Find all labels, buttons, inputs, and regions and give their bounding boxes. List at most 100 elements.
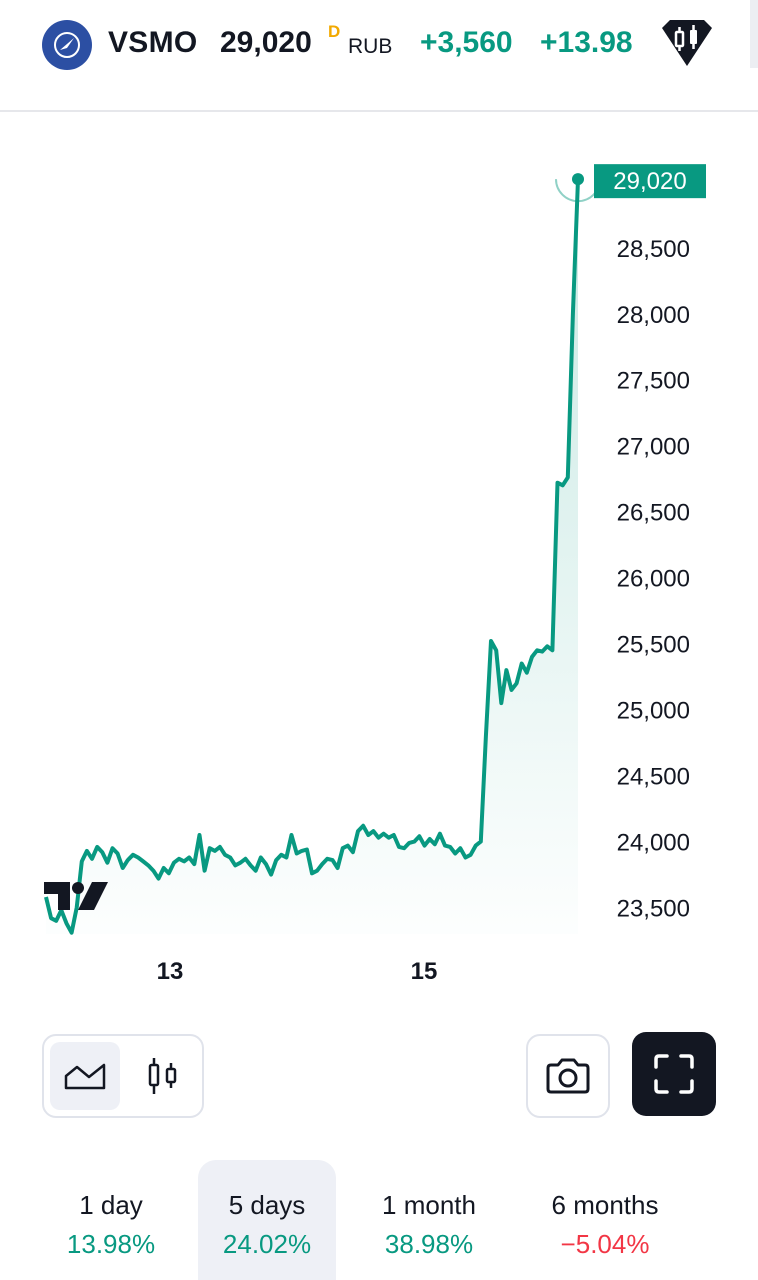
chart-data-point: [290, 833, 294, 837]
chart-data-point: [576, 177, 580, 181]
chart-data-point: [111, 846, 115, 850]
price-change-absolute: +3,560: [420, 26, 513, 59]
chart-data-point: [95, 845, 99, 849]
chart-data-point: [494, 648, 498, 652]
chart-data-point: [126, 858, 130, 862]
chart-data-point: [49, 916, 53, 920]
chart-data-point: [223, 853, 227, 857]
chart-data-point: [504, 668, 508, 672]
symbol-header: VSMO 29,020 D RUB +3,560 +13.98: [0, 0, 758, 112]
tradingview-logo-icon: [44, 882, 108, 910]
period-tab-1-day[interactable]: 1 day 13.98%: [36, 1160, 186, 1280]
chart-data-point: [464, 856, 468, 860]
candles-badge[interactable]: [658, 16, 716, 70]
price-chart[interactable]: 28,500 28,000 27,500 27,000 26,500 26,000 25,5…: [0, 112, 758, 1012]
y-axis-tick-label: 25,000: [617, 698, 690, 725]
chart-data-point: [254, 869, 258, 873]
chart-data-point: [484, 734, 488, 738]
chart-data-point: [341, 846, 345, 850]
chart-data-point: [525, 671, 529, 675]
chart-data-point: [198, 833, 202, 837]
chart-data-point: [238, 861, 242, 865]
chart-data-point: [510, 688, 514, 692]
chart-data-point: [70, 931, 74, 935]
chart-data-point: [361, 824, 365, 828]
chart-data-point: [469, 853, 473, 857]
price-change-percent: +13.98: [540, 26, 633, 59]
price-flag: D: [328, 22, 341, 41]
ticker-symbol[interactable]: VSMO: [108, 26, 198, 59]
period-label: 5 days: [228, 1190, 306, 1220]
candles-icon: [148, 1058, 177, 1094]
candles-chart-button[interactable]: [128, 1042, 198, 1110]
last-value-label-bg: [594, 164, 706, 199]
tabs-scroll-fade: [698, 1150, 758, 1280]
chart-data-point: [228, 856, 232, 860]
chart-data-point: [187, 856, 191, 860]
chart-data-point: [218, 845, 222, 849]
chart-data-point: [382, 832, 386, 836]
chart-data-point: [233, 863, 237, 867]
chart-data-point: [443, 844, 447, 848]
chart-data-point: [397, 845, 401, 849]
chart-data-point: [412, 840, 416, 844]
chart-data-point: [80, 859, 84, 863]
chart-data-point: [203, 869, 207, 873]
chart-data-point: [244, 857, 248, 861]
chart-data-point: [423, 844, 427, 848]
chart-data-point: [571, 312, 575, 316]
x-axis-tick-label: 13: [157, 958, 184, 985]
period-label: 1 day: [79, 1190, 143, 1220]
chart-data-point: [172, 861, 176, 865]
chart-data-point: [249, 863, 253, 867]
camera-icon: [546, 1058, 590, 1094]
chart-data-point: [315, 869, 319, 873]
chart-data-point: [146, 863, 150, 867]
chart-data-point: [295, 852, 299, 856]
chart-data-point: [300, 849, 304, 853]
chart-data-point: [100, 850, 104, 854]
chart-data-point: [453, 852, 457, 856]
chart-data-point: [371, 829, 375, 833]
chart-data-point: [489, 639, 493, 643]
period-tab-1-month[interactable]: 1 month 38.98%: [354, 1160, 504, 1280]
chart-data-point: [269, 873, 273, 877]
chart-data-point: [259, 856, 263, 860]
chart-data-point: [556, 481, 560, 485]
period-change: 24.02%: [222, 1229, 312, 1259]
last-value-label: 29,020: [613, 168, 686, 195]
last-value-dot: [572, 173, 584, 186]
period-label: 6 months: [551, 1190, 659, 1220]
chart-data-point: [157, 877, 161, 881]
chart-data-point: [387, 836, 391, 840]
chart-data-point: [279, 853, 283, 857]
fullscreen-icon: [654, 1054, 694, 1094]
area-chart-button[interactable]: [50, 1042, 120, 1110]
chart-data-point: [433, 842, 437, 846]
chart-data-point: [264, 862, 268, 866]
chart-data-point: [366, 833, 370, 837]
chart-data-point: [402, 846, 406, 850]
chart-data-point: [550, 648, 554, 652]
chart-series-line: [44, 179, 580, 935]
period-tab-6-months[interactable]: 6 months −5.04%: [520, 1160, 690, 1280]
chart-data-point: [305, 848, 309, 852]
chart-data-point: [356, 829, 360, 833]
y-axis-tick-label: 26,500: [617, 500, 690, 527]
chart-data-point: [448, 845, 452, 849]
chart-data-point: [162, 866, 166, 870]
chart-data-point: [428, 837, 432, 841]
chart-svg[interactable]: 28,500 28,000 27,500 27,000 26,500 26,000 25,5…: [0, 112, 758, 1012]
chart-data-point: [377, 836, 381, 840]
chart-data-point: [310, 871, 314, 875]
chart-data-point: [392, 833, 396, 837]
fullscreen-button[interactable]: [632, 1032, 716, 1116]
candles-badge-icon: [662, 20, 712, 66]
period-change: −5.04%: [560, 1229, 650, 1259]
period-tab-5-days[interactable]: 5 days 24.02%: [198, 1160, 336, 1280]
period-label: 1 month: [382, 1190, 476, 1220]
chart-data-point: [535, 648, 539, 652]
chart-data-point: [540, 650, 544, 654]
snapshot-button[interactable]: [526, 1034, 610, 1118]
y-axis-tick-label: 27,000: [617, 434, 690, 461]
